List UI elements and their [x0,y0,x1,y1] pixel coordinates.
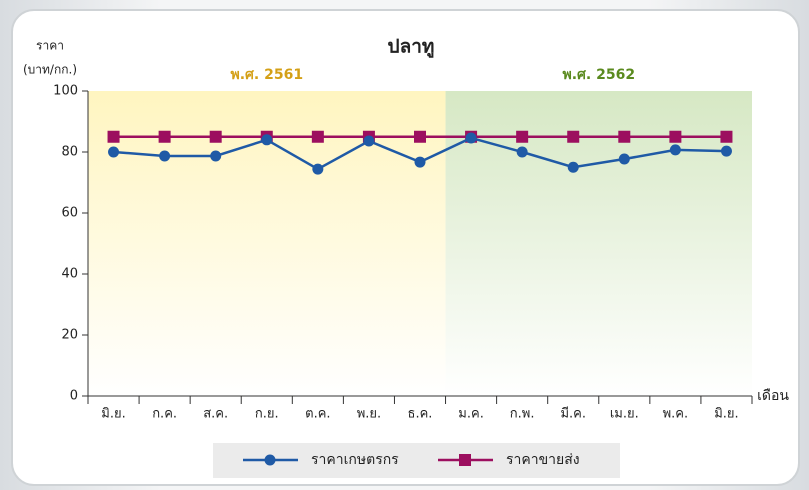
region [445,91,752,396]
x-tick-label: มิ.ย. [714,407,738,422]
y-axis-label: ราคา [36,39,64,53]
x-tick-label: ต.ค. [305,407,330,422]
x-tick-label: ก.ย. [255,407,279,422]
x-tick-label: พ.ย. [357,407,381,422]
point [261,134,273,146]
point [618,130,631,143]
point [108,146,120,158]
y-tick-label: 100 [53,84,78,99]
point [720,145,732,157]
point [158,130,171,143]
y-tick-label: 40 [61,267,78,282]
point [159,150,171,162]
point [414,130,426,143]
annotation: พ.ศ. 2562 [562,67,635,83]
y-tick-label: 80 [61,145,78,160]
point [618,153,630,165]
point [567,130,580,143]
legend-label: ราคาขายส่ง [506,452,580,468]
chart-title: ปลาทู [388,36,435,59]
point [363,135,375,147]
point [465,132,477,144]
y-tick-label: 60 [61,206,78,221]
legend-label: ราคาเกษตรกร [311,452,399,468]
annotation: พ.ศ. 2561 [230,67,303,83]
point [107,130,120,143]
x-axis-label: เดือน [757,388,789,404]
x-tick-label: พ.ค. [663,407,689,422]
x-tick-label: ม.ค. [458,407,484,422]
point [669,144,681,156]
point [567,161,579,173]
x-tick-label: ก.พ. [510,407,535,422]
point [516,146,528,158]
x-tick-label: มี.ค. [560,406,586,422]
x-tick-label: ส.ค. [203,407,228,422]
legend-marker [459,454,471,466]
x-tick-label: มิ.ย. [101,407,125,422]
y-axis-label: (บาท/กก.) [23,63,77,77]
x-tick-label: ธ.ค. [408,407,433,422]
point [720,130,733,143]
x-tick-label: เม.ย. [610,407,639,422]
point [414,156,426,168]
legend-marker [264,454,276,466]
point [210,150,222,162]
point [312,163,324,175]
x-tick-label: ก.ค. [152,407,177,422]
point [669,130,682,143]
y-tick-label: 0 [70,389,78,404]
y-tick-label: 20 [61,328,78,343]
point [209,130,222,143]
point [516,130,529,143]
point [311,130,324,143]
